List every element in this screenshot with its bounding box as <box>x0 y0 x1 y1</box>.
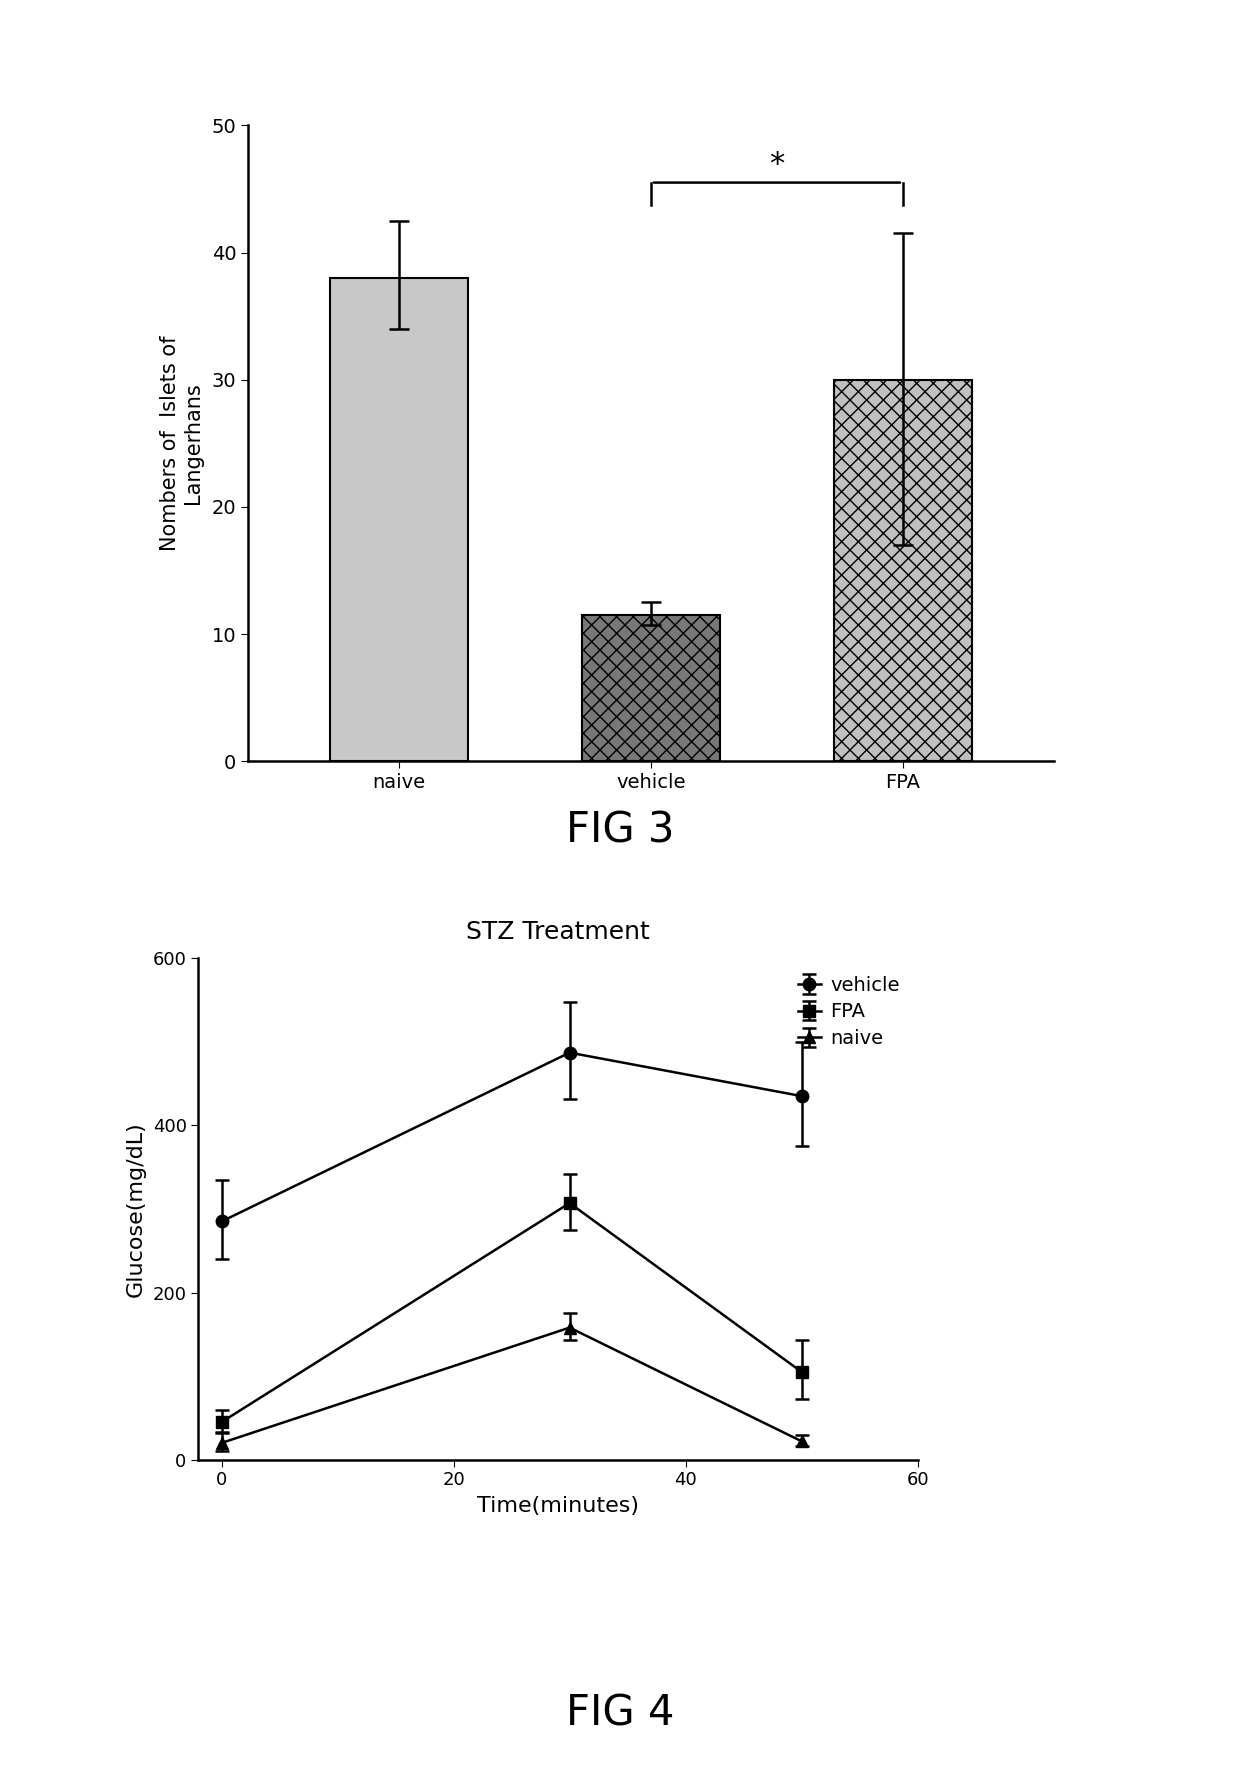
Text: FIG 3: FIG 3 <box>565 810 675 851</box>
Bar <box>833 380 972 761</box>
Bar <box>582 614 720 761</box>
Text: FIG 4: FIG 4 <box>565 1692 675 1734</box>
Legend: vehicle, FPA, naive: vehicle, FPA, naive <box>790 967 908 1057</box>
Text: *: * <box>769 150 785 179</box>
Title: STZ Treatment: STZ Treatment <box>466 921 650 944</box>
Y-axis label: Nombers of  Islets of
Langerhans: Nombers of Islets of Langerhans <box>160 335 203 552</box>
Y-axis label: Glucose(mg/dL): Glucose(mg/dL) <box>125 1121 145 1297</box>
X-axis label: Time(minutes): Time(minutes) <box>477 1497 639 1517</box>
Bar <box>330 278 469 761</box>
